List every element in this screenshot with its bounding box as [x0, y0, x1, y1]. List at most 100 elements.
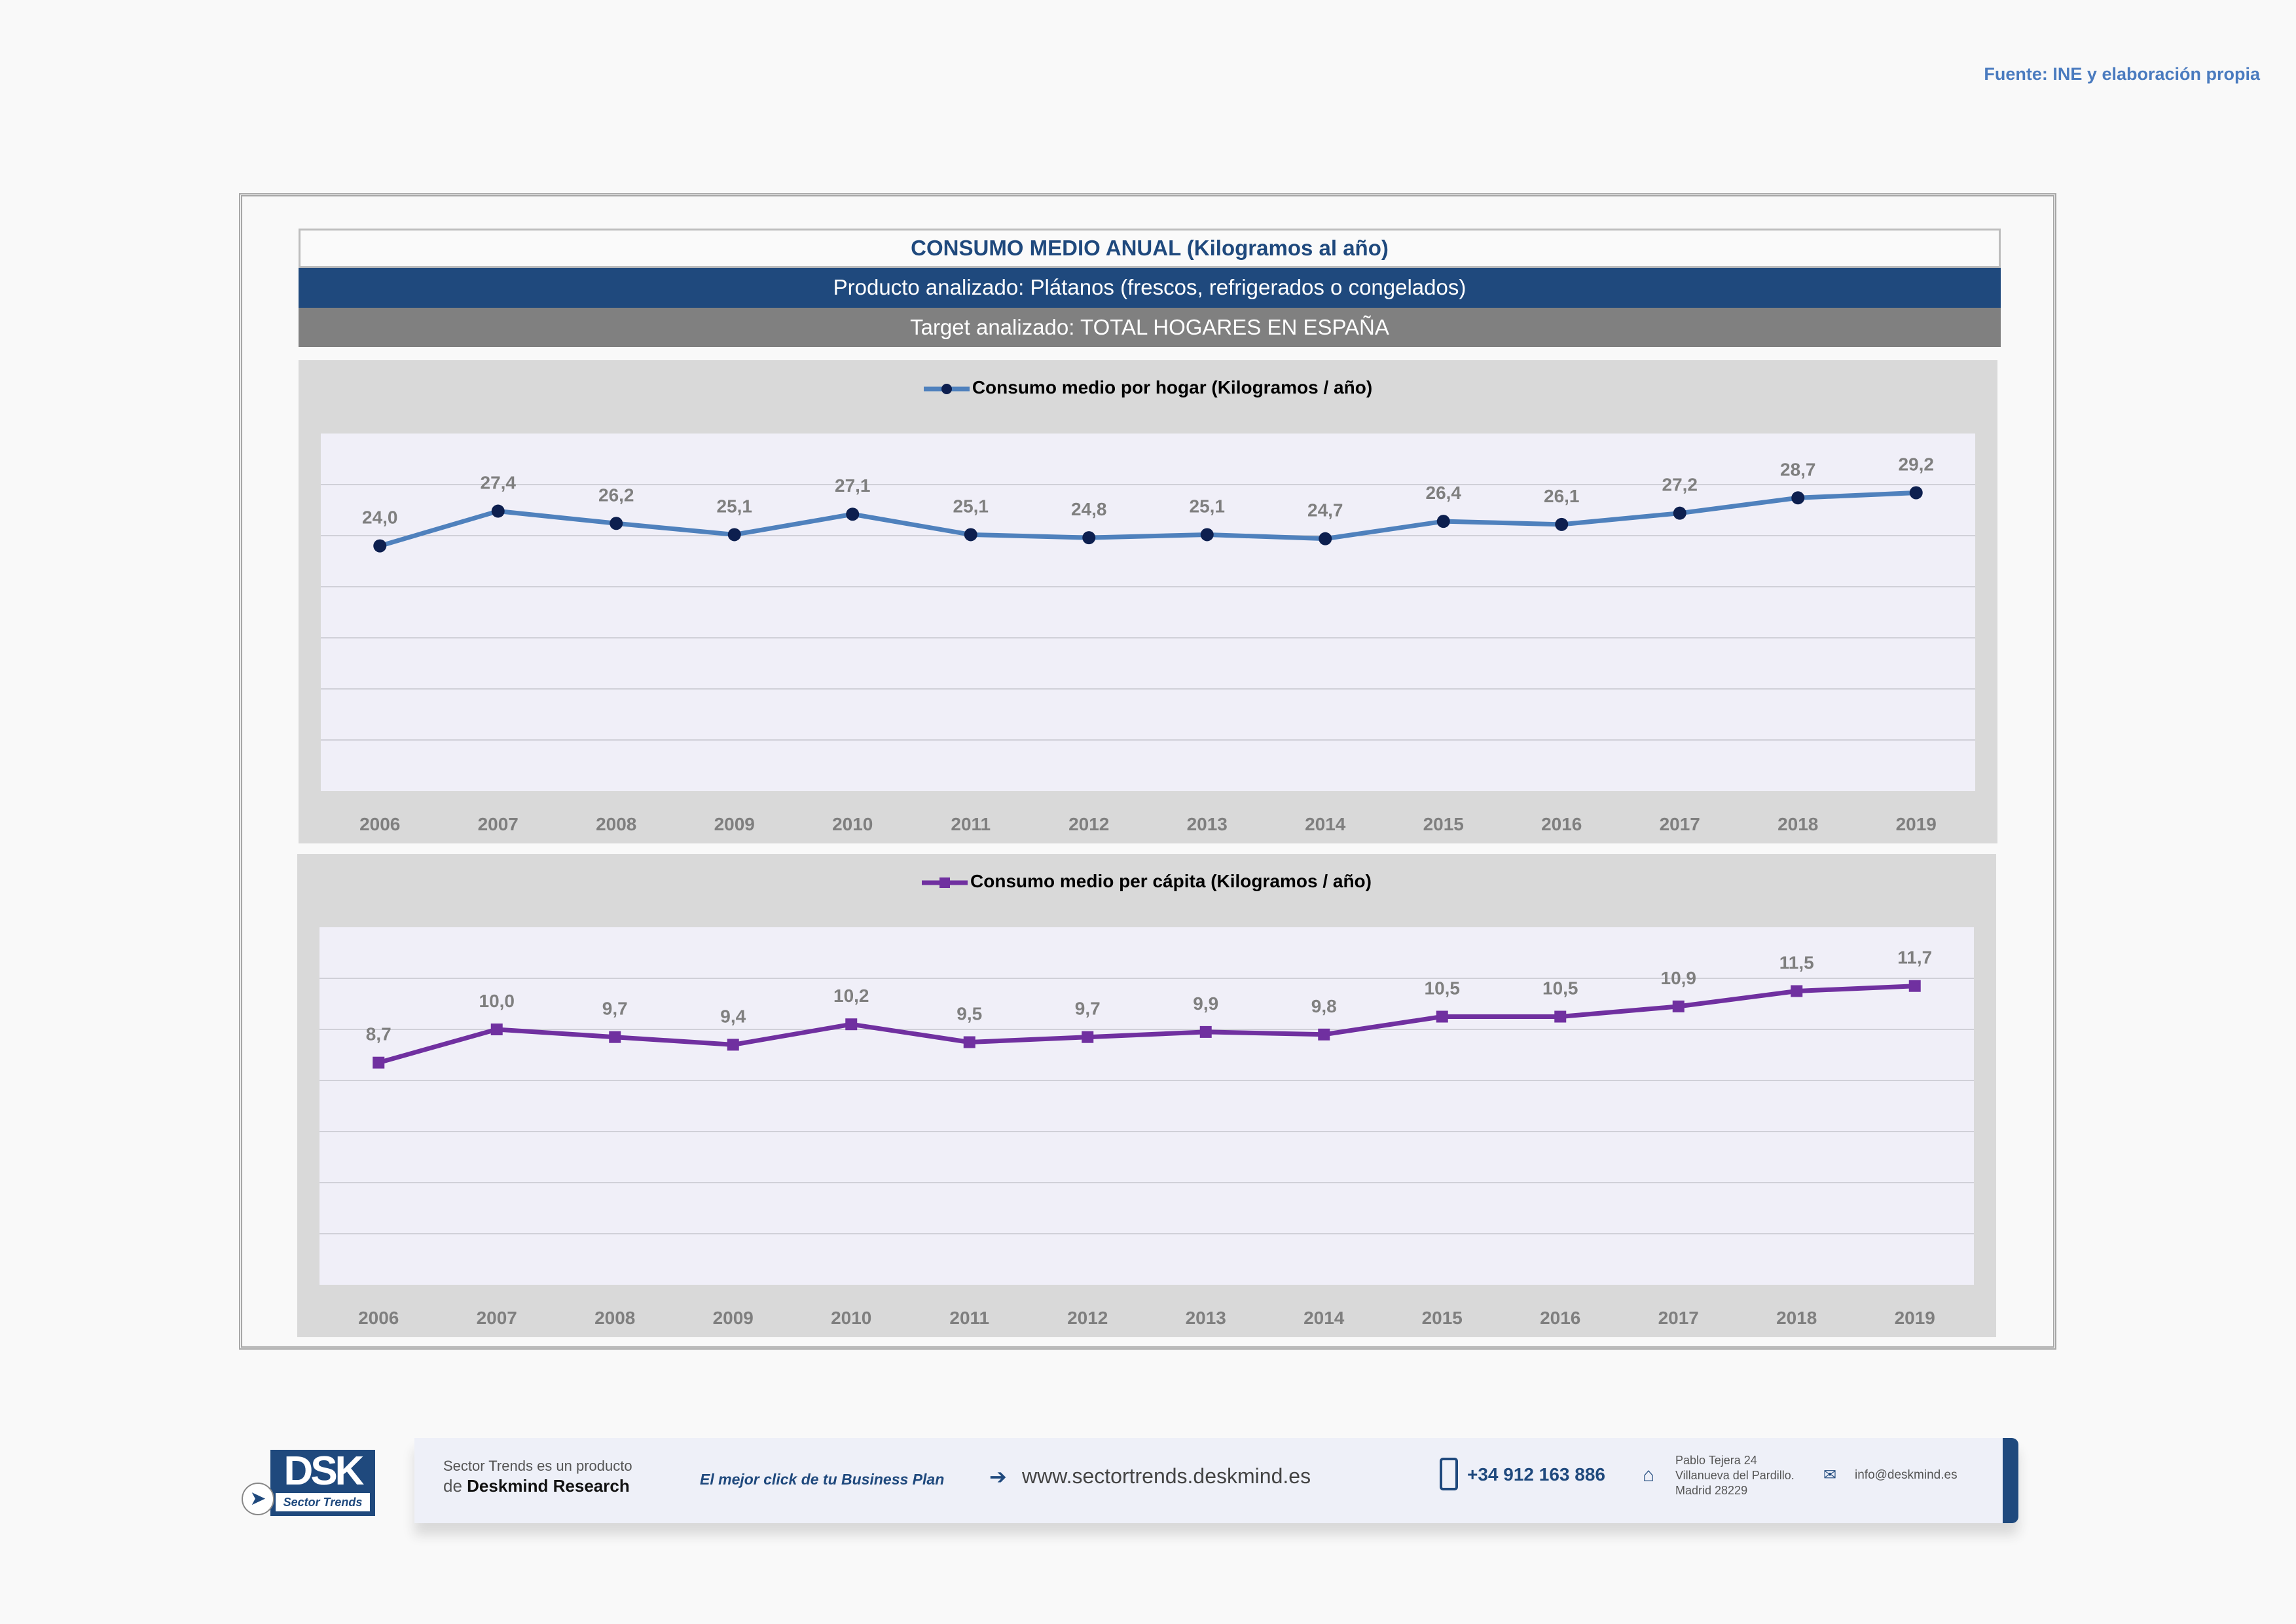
x-tick-label: 2008 — [596, 814, 636, 834]
x-tick-label: 2012 — [1068, 814, 1109, 834]
series-line — [378, 984, 1915, 1065]
data-point — [1082, 1031, 1094, 1043]
x-tick-label: 2014 — [1305, 814, 1346, 834]
footer-address-1: Pablo Tejera 24 — [1675, 1454, 1757, 1467]
data-label: 26,1 — [1544, 486, 1580, 506]
data-point — [1199, 1025, 1212, 1038]
footer-brand: Deskmind Research — [467, 1476, 630, 1496]
x-tick-label: 2017 — [1658, 1308, 1699, 1328]
x-tick-label: 2010 — [832, 814, 873, 834]
data-point — [1555, 517, 1569, 531]
source-note: Fuente: INE y elaboración propia — [1984, 64, 2260, 84]
arrow-cursor-icon: ➤ — [242, 1483, 274, 1515]
x-tick-label: 2013 — [1186, 1308, 1226, 1328]
data-label: 9,5 — [957, 1004, 982, 1024]
data-point — [727, 1039, 739, 1051]
data-point — [1318, 1028, 1330, 1041]
footer-product-line: Sector Trends es un producto — [443, 1458, 632, 1474]
data-label: 8,7 — [366, 1024, 392, 1044]
footer-email-link[interactable]: info@deskmind.es — [1855, 1468, 1958, 1482]
data-label: 9,7 — [1075, 999, 1101, 1019]
x-tick-label: 2019 — [1896, 814, 1937, 834]
data-label: 25,1 — [1190, 496, 1226, 516]
data-label: 27,2 — [1662, 475, 1698, 495]
legend-line-circle-icon — [923, 383, 970, 394]
data-point — [1908, 980, 1921, 992]
footer-address-2: Villanueva del Pardillo. — [1675, 1469, 1795, 1482]
footer-brand-prefix: de — [443, 1476, 467, 1496]
data-point — [1554, 1010, 1567, 1023]
phone-icon — [1440, 1458, 1458, 1490]
x-tick-label: 2015 — [1423, 814, 1464, 834]
x-tick-label: 2009 — [713, 1308, 754, 1328]
plot-area — [321, 434, 1975, 791]
legend-label: Consumo medio per cápita (Kilogramos / a… — [970, 871, 1372, 891]
data-point — [727, 528, 741, 542]
x-tick-label: 2007 — [478, 814, 519, 834]
data-label: 28,7 — [1780, 459, 1816, 479]
data-label: 11,5 — [1779, 953, 1814, 973]
data-label: 9,7 — [602, 999, 628, 1019]
data-point — [964, 528, 977, 542]
x-tick-label: 2014 — [1303, 1308, 1345, 1328]
mail-icon: ✉ — [1823, 1466, 1837, 1484]
x-tick-label: 2019 — [1895, 1308, 1935, 1328]
footer-banner: Sector Trends es un producto de Deskmind… — [414, 1438, 2018, 1523]
data-point — [610, 517, 623, 530]
footer-slogan: El mejor click de tu Business Plan — [700, 1471, 945, 1488]
x-tick-label: 2018 — [1776, 1308, 1817, 1328]
footer-website-link[interactable]: www.sectortrends.deskmind.es — [1022, 1464, 1311, 1488]
target-banner: Target analizado: TOTAL HOGARES EN ESPAÑ… — [299, 308, 2001, 347]
x-tick-label: 2013 — [1187, 814, 1228, 834]
data-point — [1791, 491, 1805, 505]
data-label: 29,2 — [1899, 454, 1935, 474]
footer-address-3: Madrid 28229 — [1675, 1484, 1748, 1497]
data-point — [1673, 506, 1686, 520]
data-label: 24,0 — [362, 507, 398, 528]
data-label: 10,5 — [1425, 978, 1461, 999]
data-point — [373, 539, 387, 553]
data-label: 25,1 — [717, 496, 753, 516]
x-tick-label: 2012 — [1067, 1308, 1108, 1328]
chart-hogar: 24,0 2006 27,4 2007 26,2 2008 25,1 2009 27,1 2010… — [321, 434, 1975, 834]
x-tick-label: 2008 — [594, 1308, 635, 1328]
home-icon: ⌂ — [1643, 1464, 1655, 1486]
data-point — [1319, 532, 1332, 545]
data-label: 9,8 — [1311, 996, 1337, 1016]
x-tick-label: 2018 — [1777, 814, 1818, 834]
data-label: 10,0 — [479, 991, 515, 1011]
data-point — [1200, 528, 1214, 542]
data-point — [1909, 486, 1923, 500]
data-point — [373, 1056, 385, 1069]
legend-capita: Consumo medio per cápita (Kilogramos / a… — [297, 871, 1996, 892]
data-point — [1436, 515, 1450, 528]
legend-hogar: Consumo medio por hogar (Kilogramos / añ… — [299, 377, 1997, 398]
x-tick-label: 2006 — [358, 1308, 399, 1328]
x-tick-label: 2009 — [714, 814, 755, 834]
data-label: 24,8 — [1071, 499, 1107, 519]
data-label: 24,7 — [1307, 500, 1343, 521]
data-point — [846, 507, 860, 521]
chart-capita: 8,7 2006 10,0 2007 9,7 2008 9,4 2009 10,2 2010 9,5… — [319, 927, 1974, 1328]
data-point — [1791, 985, 1803, 997]
data-point — [490, 1024, 503, 1035]
data-label: 10,5 — [1542, 978, 1578, 999]
data-point — [609, 1031, 621, 1043]
data-label: 10,2 — [833, 986, 869, 1006]
data-point — [1672, 1000, 1685, 1012]
x-tick-label: 2016 — [1540, 1308, 1580, 1328]
footer-brand-line: de Deskmind Research — [443, 1476, 630, 1496]
data-label: 26,4 — [1426, 483, 1462, 503]
data-point — [1082, 531, 1096, 545]
report-title: CONSUMO MEDIO ANUAL (Kilogramos al año) — [299, 229, 2001, 268]
dsk-logo: DSK Sector Trends ➤ — [242, 1450, 381, 1516]
product-banner: Producto analizado: Plátanos (frescos, r… — [299, 268, 2001, 308]
x-tick-label: 2015 — [1422, 1308, 1463, 1328]
data-point — [845, 1018, 858, 1031]
plot-area — [319, 927, 1974, 1285]
data-label: 27,1 — [835, 475, 871, 496]
data-label: 26,2 — [598, 485, 634, 505]
x-tick-label: 2017 — [1660, 814, 1700, 834]
data-point — [1436, 1010, 1448, 1023]
legend-label: Consumo medio por hogar (Kilogramos / añ… — [972, 377, 1373, 397]
